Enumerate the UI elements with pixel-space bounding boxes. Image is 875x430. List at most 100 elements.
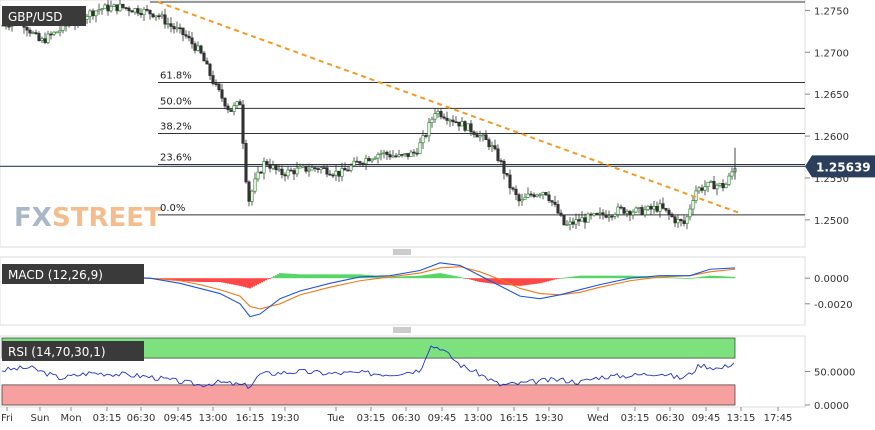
candle-body	[181, 27, 185, 36]
macd-histogram-bar	[273, 276, 275, 279]
macd-histogram-bar	[233, 278, 235, 285]
fib-label: 23.6%	[160, 153, 192, 164]
candle-body	[412, 151, 416, 154]
macd-histogram-bar	[209, 278, 211, 283]
candle-body	[298, 166, 302, 169]
macd-histogram-bar	[675, 277, 677, 279]
candle-body	[547, 194, 551, 201]
macd-histogram-bar	[181, 278, 183, 281]
candle-body	[328, 173, 332, 176]
macd-histogram-bar	[433, 273, 435, 279]
candle-body	[331, 174, 335, 177]
fib-label: 50.0%	[160, 96, 192, 107]
macd-histogram-bar	[317, 274, 319, 279]
candle-body	[40, 38, 44, 42]
candle-body	[607, 215, 611, 218]
candle-body	[94, 10, 98, 17]
macd-histogram-bar	[721, 276, 723, 279]
macd-histogram-bar	[693, 277, 695, 279]
macd-histogram-bar	[359, 274, 361, 279]
macd-histogram-bar	[533, 278, 535, 285]
macd-histogram-bar	[623, 275, 625, 279]
macd-histogram-bar	[549, 278, 551, 281]
candle-body	[217, 83, 221, 91]
macd-histogram-bar	[259, 278, 261, 284]
candle-body	[553, 201, 557, 205]
candle-body	[55, 31, 59, 34]
candle-body	[286, 169, 290, 177]
candle-body	[655, 205, 659, 212]
candle-body	[712, 181, 716, 190]
macd-histogram-bar	[513, 278, 515, 286]
macd-histogram-bar	[231, 278, 233, 285]
candle-body	[517, 194, 521, 202]
macd-histogram-bar	[525, 278, 527, 286]
candle-body	[469, 123, 473, 133]
macd-histogram-bar	[595, 275, 597, 279]
macd-histogram-bar	[577, 275, 579, 279]
candle-body	[436, 111, 440, 115]
candle-body	[175, 27, 179, 30]
candle-body	[169, 23, 173, 27]
candle-body	[256, 171, 260, 180]
candle-body	[376, 154, 380, 159]
time-tick-label: 09:45	[428, 413, 457, 424]
macd-histogram-bar	[401, 276, 403, 279]
macd-histogram-bar	[601, 275, 603, 279]
candle-body	[112, 4, 116, 7]
macd-histogram-bar	[495, 278, 497, 285]
macd-histogram-bar	[491, 278, 493, 284]
macd-histogram-bar	[431, 274, 433, 279]
macd-histogram-bar	[293, 273, 295, 279]
candle-body	[283, 174, 287, 177]
price-title-badge: GBP/USD	[2, 6, 86, 26]
time-tick-label: 19:30	[535, 413, 564, 424]
macd-histogram-bar	[225, 278, 227, 284]
macd-histogram-bar	[485, 278, 487, 283]
candle-body	[118, 3, 122, 12]
macd-histogram-bar	[271, 277, 273, 279]
candle-body	[463, 121, 467, 131]
macd-histogram-bar	[395, 276, 397, 279]
price-y-tick-label: 1.2650	[814, 90, 849, 101]
macd-histogram-bar	[563, 277, 565, 279]
macd-histogram-bar	[455, 276, 457, 279]
macd-histogram-bar	[283, 273, 285, 279]
macd-histogram-bar	[469, 278, 471, 280]
candle-body	[415, 152, 419, 155]
candle-body	[709, 181, 713, 183]
macd-histogram-bar	[219, 278, 221, 283]
current-price-label: 1.25639	[816, 160, 871, 174]
macd-histogram-bar	[171, 278, 173, 281]
time-tick-label: 03:15	[357, 413, 386, 424]
candle-body	[385, 151, 389, 155]
macd-histogram-bar	[515, 278, 517, 286]
macd-histogram-bar	[707, 275, 709, 279]
macd-histogram-bar	[377, 275, 379, 279]
candle-body	[100, 8, 104, 11]
candle-body	[274, 165, 278, 171]
svg-text:STREET: STREET	[52, 203, 162, 233]
time-tick-label: 19:30	[271, 413, 300, 424]
candle-body	[244, 143, 248, 183]
macd-histogram-bar	[483, 278, 485, 283]
macd-histogram-bar	[269, 278, 271, 279]
candle-body	[616, 206, 620, 215]
macd-histogram-bar	[305, 274, 307, 279]
candle-body	[178, 27, 182, 30]
candle-body	[247, 181, 251, 202]
panel-splitter-2[interactable]	[393, 327, 411, 333]
macd-histogram-bar	[711, 275, 713, 279]
candle-body	[718, 183, 722, 186]
panel-splitter-1[interactable]	[393, 249, 411, 255]
macd-histogram-bar	[499, 278, 501, 285]
candle-body	[235, 101, 239, 106]
candle-body	[250, 190, 254, 202]
macd-histogram-bar	[187, 278, 189, 282]
candle-body	[574, 219, 578, 225]
macd-histogram-bar	[435, 273, 437, 279]
macd-histogram-bar	[215, 278, 217, 283]
candle-body	[589, 213, 593, 216]
macd-histogram-bar	[661, 277, 663, 279]
candle-body	[442, 116, 446, 119]
